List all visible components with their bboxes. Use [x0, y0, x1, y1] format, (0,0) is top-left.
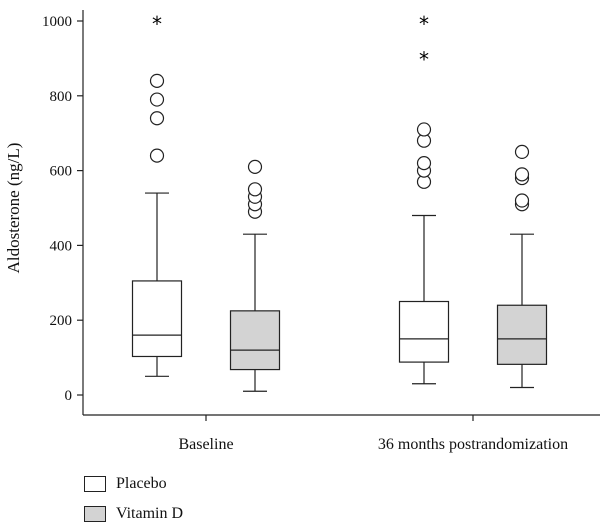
outlier-3	[514, 167, 530, 182]
legend-label-placebo: Placebo	[116, 475, 167, 492]
outlier-0	[149, 148, 165, 163]
box-0-0: *	[131, 12, 183, 377]
outlier-4	[247, 159, 263, 174]
y-tick-label-200: 200	[50, 313, 73, 329]
legend-label-vitamin-d: Vitamin D	[116, 505, 184, 522]
outlier-1	[514, 193, 530, 208]
extreme-1: *	[419, 12, 429, 36]
y-tick-label-1000: 1000	[42, 14, 72, 30]
legend-swatch-placebo	[84, 476, 106, 492]
box-1-1	[496, 144, 548, 389]
iqr-box	[496, 304, 548, 365]
y-axis-title: Aldosterone (ng/L)	[4, 143, 23, 274]
category-label-1: 36 months postrandomization	[378, 436, 568, 453]
outlier-3	[149, 73, 165, 88]
y-tick-label-800: 800	[50, 89, 73, 105]
iqr-box	[229, 310, 281, 371]
y-tick-label-400: 400	[50, 238, 73, 254]
box-0-1: **	[398, 12, 450, 385]
legend: Placebo Vitamin D	[84, 470, 183, 530]
extreme-0: *	[419, 48, 429, 72]
outlier-3	[247, 182, 263, 197]
box-1-0	[229, 159, 281, 392]
axes: 0 200 400 600 800 1000 Baseline 36 months postr…	[42, 10, 600, 453]
category-label-0: Baseline	[178, 436, 233, 453]
box-plot-chart: 0 200 400 600 800 1000 Baseline 36 months postr…	[4, 10, 600, 453]
y-tick-label-0: 0	[65, 388, 73, 404]
legend-item-vitamin-d: Vitamin D	[84, 500, 183, 528]
extreme-0: *	[152, 12, 162, 36]
iqr-box	[131, 280, 183, 358]
iqr-box	[398, 300, 450, 363]
legend-swatch-vitamin-d	[84, 506, 106, 522]
outlier-2	[149, 92, 165, 107]
outlier-1	[149, 111, 165, 126]
legend-item-placebo: Placebo	[84, 470, 183, 498]
outlier-4	[416, 122, 432, 137]
y-tick-label-600: 600	[50, 164, 73, 180]
boxes: ***	[131, 12, 548, 392]
outlier-4	[514, 144, 530, 159]
outlier-2	[416, 156, 432, 171]
